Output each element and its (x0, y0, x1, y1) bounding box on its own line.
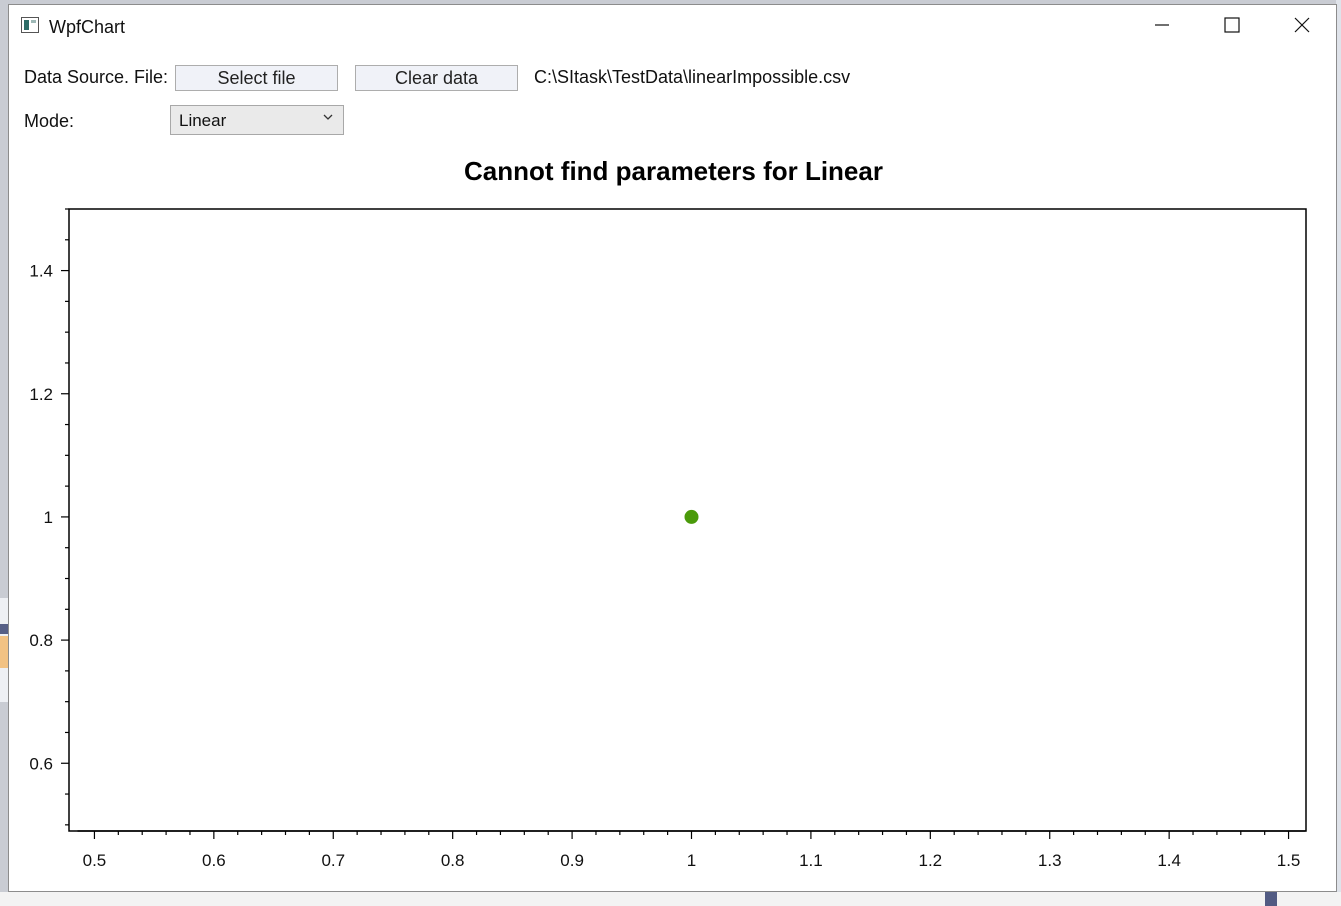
background-taskbar-fragment (0, 892, 1341, 906)
background-band (0, 624, 9, 634)
x-tick-label: 0.7 (321, 851, 345, 870)
close-icon (1294, 17, 1310, 33)
close-button[interactable] (1279, 5, 1325, 45)
file-path-text: C:\SItask\TestData\linearImpossible.csv (534, 67, 851, 87)
title-bar[interactable]: WpfChart (9, 5, 1336, 45)
x-tick-label: 0.6 (202, 851, 226, 870)
minimize-icon (1155, 24, 1169, 26)
scatter-chart: 0.6 0.8 1 1.2 1.4 0.5 0.6 0.7 0.8 0.9 1 1.1 1.2 1.3 1… (29, 208, 1307, 870)
x-tick-label: 0.9 (560, 851, 584, 870)
maximize-button[interactable] (1209, 5, 1255, 45)
mode-label: Mode: (24, 111, 75, 131)
x-tick-label: 0.5 (83, 851, 107, 870)
mode-select-value: Linear (179, 111, 227, 130)
y-tick-label: 1.4 (29, 262, 53, 281)
window-title: WpfChart (49, 17, 126, 37)
x-tick-label: 1.1 (799, 851, 823, 870)
x-tick-label: 1 (687, 851, 696, 870)
app-window: WpfChart Data Source. File: Select file … (8, 4, 1337, 892)
x-tick-label: 1.5 (1277, 851, 1301, 870)
chart-title: Cannot find parameters for Linear (464, 156, 883, 186)
data-points (684, 509, 699, 524)
data-point (684, 509, 699, 524)
background-band (0, 636, 9, 668)
maximize-icon (1224, 17, 1240, 33)
chevron-down-icon (323, 114, 333, 120)
app-window-icon (21, 17, 39, 33)
select-file-button[interactable]: Select file (175, 65, 338, 91)
y-tick-label: 0.6 (29, 754, 53, 773)
mode-select[interactable]: Linear (170, 105, 344, 135)
x-tick-label: 1.3 (1038, 851, 1062, 870)
x-axis: 0.5 0.6 0.7 0.8 0.9 1 1.1 1.2 1.3 1.4 1.5 (77, 830, 1306, 870)
y-tick-label: 1.2 (29, 385, 53, 404)
background-window-edge (1336, 0, 1341, 906)
data-source-label: Data Source. File: (24, 67, 169, 87)
clear-data-button[interactable]: Clear data (355, 65, 518, 91)
x-tick-label: 0.8 (441, 851, 465, 870)
background-mark (1265, 892, 1277, 906)
y-tick-label: 0.8 (29, 631, 53, 650)
x-tick-label: 1.4 (1157, 851, 1181, 870)
x-tick-label: 1.2 (919, 851, 943, 870)
minimize-button[interactable] (1139, 5, 1185, 45)
background-window-fragment (0, 598, 9, 702)
y-tick-label: 1 (44, 508, 53, 527)
y-axis: 0.6 0.8 1 1.2 1.4 (29, 208, 69, 826)
